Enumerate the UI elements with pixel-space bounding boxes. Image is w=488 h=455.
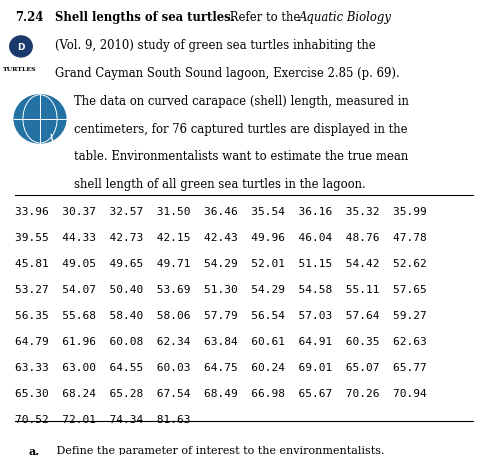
- Text: 70.52  72.01  74.34  81.63: 70.52 72.01 74.34 81.63: [15, 414, 190, 424]
- Text: The data on curved carapace (shell) length, measured in: The data on curved carapace (shell) leng…: [74, 95, 409, 108]
- Text: Shell lengths of sea turtles.: Shell lengths of sea turtles.: [55, 11, 235, 25]
- Text: Refer to the: Refer to the: [226, 11, 305, 25]
- Text: 65.30  68.24  65.28  67.54  68.49  66.98  65.67  70.26  70.94: 65.30 68.24 65.28 67.54 68.49 66.98 65.6…: [15, 388, 427, 398]
- Text: TURTLES: TURTLES: [2, 67, 36, 72]
- Circle shape: [10, 37, 32, 58]
- Text: Define the parameter of interest to the environmentalists.: Define the parameter of interest to the …: [53, 445, 384, 455]
- Text: 45.81  49.05  49.65  49.71  54.29  52.01  51.15  54.42  52.62: 45.81 49.05 49.65 49.71 54.29 52.01 51.1…: [15, 258, 427, 268]
- Text: Aquatic Biology: Aquatic Biology: [299, 11, 392, 25]
- Text: 64.79  61.96  60.08  62.34  63.84  60.61  64.91  60.35  62.63: 64.79 61.96 60.08 62.34 63.84 60.61 64.9…: [15, 336, 427, 346]
- Text: 53.27  54.07  50.40  53.69  51.30  54.29  54.58  55.11  57.65: 53.27 54.07 50.40 53.69 51.30 54.29 54.5…: [15, 284, 427, 294]
- Text: 39.55  44.33  42.73  42.15  42.43  49.96  46.04  48.76  47.78: 39.55 44.33 42.73 42.15 42.43 49.96 46.0…: [15, 233, 427, 243]
- Text: shell length of all green sea turtles in the lagoon.: shell length of all green sea turtles in…: [74, 178, 366, 191]
- Text: table. Environmentalists want to estimate the true mean: table. Environmentalists want to estimat…: [74, 150, 408, 163]
- Text: 7.24: 7.24: [15, 11, 43, 25]
- Text: (Vol. 9, 2010) study of green sea turtles inhabiting the: (Vol. 9, 2010) study of green sea turtle…: [55, 39, 375, 52]
- Circle shape: [14, 96, 66, 144]
- Text: Grand Cayman South Sound lagoon, Exercise 2.85 (p. 69).: Grand Cayman South Sound lagoon, Exercis…: [55, 67, 399, 80]
- Text: 63.33  63.00  64.55  60.03  64.75  60.24  69.01  65.07  65.77: 63.33 63.00 64.55 60.03 64.75 60.24 69.0…: [15, 362, 427, 372]
- Text: a.: a.: [28, 445, 40, 455]
- Text: centimeters, for 76 captured turtles are displayed in the: centimeters, for 76 captured turtles are…: [74, 122, 408, 136]
- Text: 56.35  55.68  58.40  58.06  57.79  56.54  57.03  57.64  59.27: 56.35 55.68 58.40 58.06 57.79 56.54 57.0…: [15, 310, 427, 320]
- Text: D: D: [17, 43, 25, 52]
- Text: 33.96  30.37  32.57  31.50  36.46  35.54  36.16  35.32  35.99: 33.96 30.37 32.57 31.50 36.46 35.54 36.1…: [15, 207, 427, 217]
